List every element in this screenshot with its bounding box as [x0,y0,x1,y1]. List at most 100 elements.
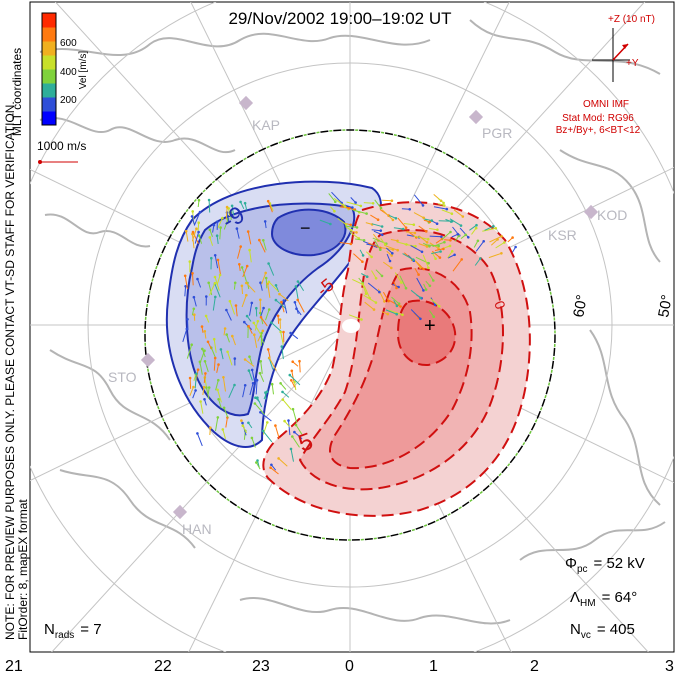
velocity-vector-origin [248,248,251,252]
mlt-axis: 21 22 23 0 1 2 3 [5,658,674,674]
imf-source: OMNI IMF [583,99,629,110]
velocity-vector-origin [349,242,353,246]
velocity-vector [362,285,367,294]
mlt-tick-2: 2 [530,658,539,674]
velocity-vector-origin [213,281,217,285]
velocity-vector-origin [378,290,381,294]
velocity-vector-origin [197,198,201,202]
velocity-vector-origin [397,285,400,289]
velocity-vector-origin [250,436,254,440]
velocity-vector [193,211,201,226]
velocity-vector [353,253,363,263]
velocity-vector [291,370,295,382]
fit-statistics: Φpc = 52 kV ΛHM = 64° Nvc = 405 Nrads = 7 [44,555,645,641]
velocity-vector [295,424,303,435]
velocity-vector-origin [216,388,219,392]
velocity-vector [405,231,415,234]
positive-cell [262,201,531,517]
velocity-vector [385,247,393,254]
velocity-vector [292,409,298,424]
velocity-vector-origin [434,257,437,261]
velocity-vector-origin [266,199,270,203]
velocity-vector-origin [192,385,195,389]
velocity-vector [260,282,263,291]
velocity-vector [259,307,265,318]
velocity-vector [210,347,217,359]
velocity-vector [216,235,219,244]
colorbar-segment [42,69,56,84]
velocity-vector-origin [395,304,399,308]
velocity-vector [261,272,267,285]
velocity-vector-origin [365,275,369,279]
velocity-vector-origin [243,384,247,387]
velocity-vector-origin [290,379,293,382]
velocity-vector-origin [205,386,208,389]
imf-model: Stat Mod: RG96 [562,113,634,124]
velocity-vector [216,364,219,373]
velocity-vector [380,238,386,245]
velocity-vector-origin [259,315,263,319]
velocity-vector-origin [195,227,198,230]
velocity-vector-origin [199,400,202,403]
velocity-vector [258,239,266,253]
velocity-vector-origin [295,307,298,311]
velocity-vector-origin [278,318,282,321]
velocity-vector-origin [203,349,206,353]
velocity-colorbar: 600 400 200 Vel [m/s] [41,12,89,126]
velocity-vector-origin [201,347,204,351]
velocity-vector [262,240,267,251]
velocity-vector [381,209,394,221]
velocity-vector [260,411,272,422]
velocity-vector-origin [212,223,216,227]
velocity-vector-origin [354,201,357,204]
velocity-vector-origin [394,217,398,220]
velocity-vector-origin [258,238,261,242]
velocity-vector [222,429,226,439]
velocity-vector [297,281,305,292]
velocity-vector-origin [290,369,294,373]
mlt-tick-22: 22 [154,658,172,674]
colorbar-segment [42,83,56,98]
velocity-vector-origin [250,368,254,372]
velocity-vector [484,225,494,231]
velocity-vector [226,212,230,223]
velocity-vector [418,225,427,232]
velocity-vector-origin [500,252,503,255]
velocity-vector-origin [408,208,412,211]
velocity-vector-origin [212,337,216,341]
velocity-vector [401,208,410,210]
velocity-vector [265,309,270,321]
velocity-vector [488,252,502,259]
velocity-vector-origin [213,275,217,279]
velocity-vector-origin [400,281,403,284]
velocity-vector-origin [258,371,262,375]
mlt-tick-0: 0 [345,658,354,674]
velocity-vector-origin [204,372,207,375]
velocity-vector-origin [343,205,347,208]
colorbar-segment [42,41,56,56]
colorbar-segment [42,111,56,126]
velocity-vector [187,319,189,331]
velocity-vector [249,356,253,365]
velocity-vector [402,253,414,261]
velocity-vector [429,228,438,231]
velocity-vector-origin [461,215,465,218]
velocity-vector [288,420,291,436]
velocity-vector-origin [260,331,263,335]
latitude-label-50: 50° [655,293,676,318]
velocity-vector [370,214,379,221]
velocity-vector [225,207,228,220]
velocity-vector-origin [226,350,229,354]
velocity-vector [197,278,202,288]
velocity-vector [204,361,209,372]
colorbar-segment [42,27,56,42]
velocity-vector [422,218,432,222]
velocity-vector [199,361,203,375]
velocity-vector [387,299,401,307]
velocity-vector [297,299,305,313]
velocity-vector [242,385,246,398]
velocity-vector-origin [270,382,274,386]
colorbar-tick-400: 400 [60,67,77,78]
velocity-vector-origin [250,301,254,305]
